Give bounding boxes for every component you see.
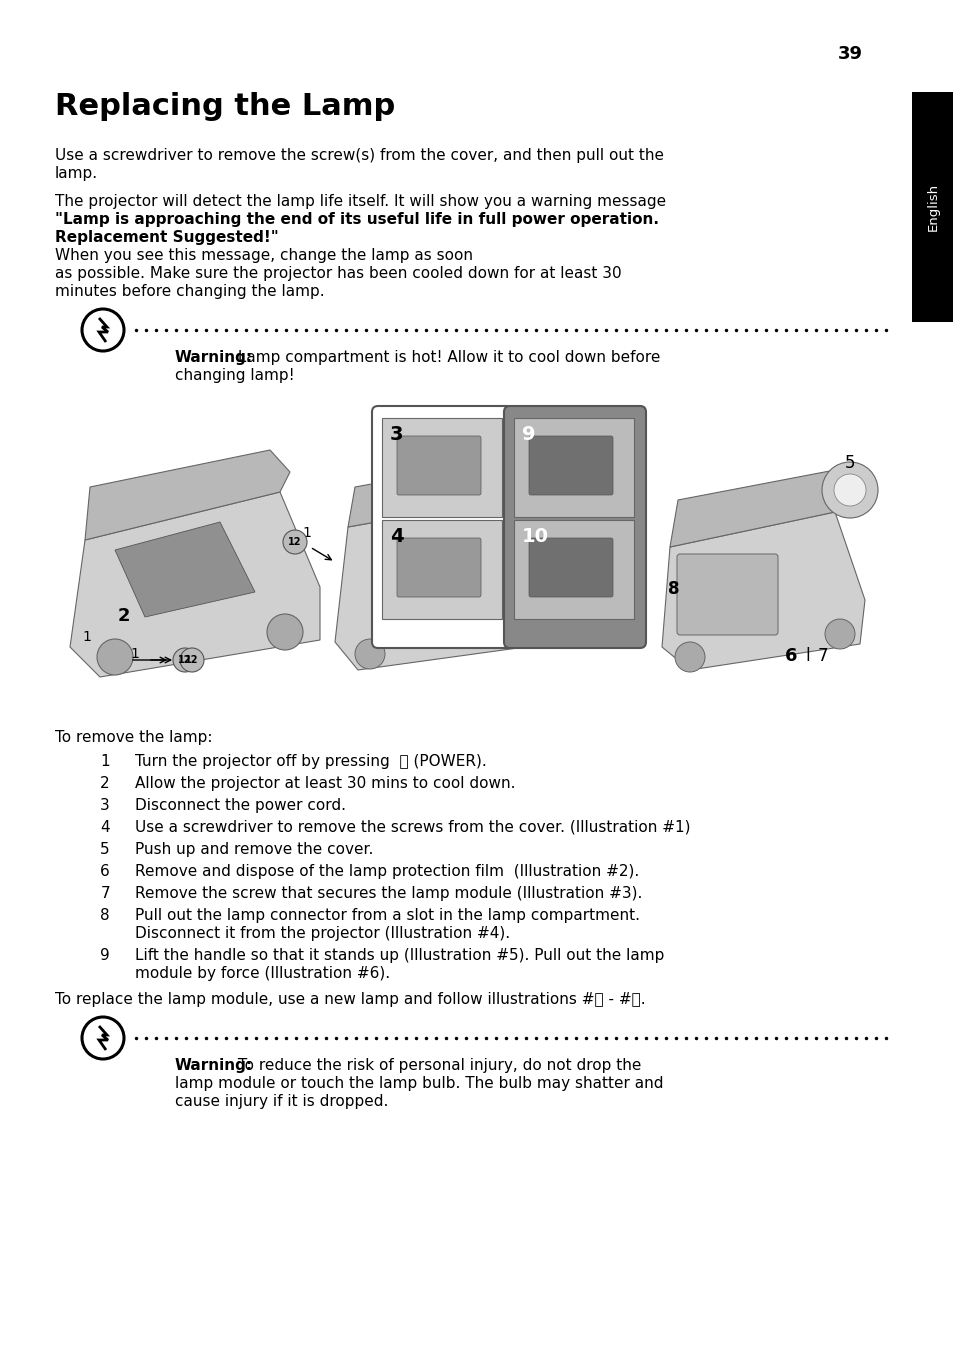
Text: 7: 7 [817,648,827,665]
Text: 3: 3 [100,798,110,813]
Circle shape [267,615,303,650]
Polygon shape [70,491,319,678]
Text: To replace the lamp module, use a new lamp and follow illustrations #ⓦ - #⑫.: To replace the lamp module, use a new la… [55,993,645,1008]
Polygon shape [348,460,510,527]
Circle shape [833,474,865,507]
Polygon shape [115,522,254,617]
Text: 3: 3 [390,424,403,444]
FancyBboxPatch shape [372,407,514,648]
Text: 2: 2 [100,776,110,791]
Circle shape [283,530,307,554]
Polygon shape [661,512,864,669]
Text: Use a screwdriver to remove the screws from the cover. (Illustration #1): Use a screwdriver to remove the screws f… [135,820,690,835]
Text: Disconnect it from the projector (Illustration #4).: Disconnect it from the projector (Illust… [135,925,510,941]
Text: 10: 10 [521,527,548,546]
Text: 6: 6 [100,864,110,879]
Text: Use a screwdriver to remove the screw(s) from the cover, and then pull out the: Use a screwdriver to remove the screw(s)… [55,148,663,163]
Text: English: English [925,183,939,231]
FancyBboxPatch shape [677,554,778,635]
Text: l: l [804,648,809,665]
Text: changing lamp!: changing lamp! [174,368,294,383]
Text: 9: 9 [100,947,110,962]
Text: "Lamp is approaching the end of its useful life in full power operation.: "Lamp is approaching the end of its usef… [55,212,659,227]
Text: Replacing the Lamp: Replacing the Lamp [55,92,395,120]
Text: Turn the projector off by pressing  ⏻ (POWER).: Turn the projector off by pressing ⏻ (PO… [135,754,486,769]
Circle shape [495,615,524,645]
Text: 39: 39 [837,45,862,63]
Text: 12: 12 [178,654,192,665]
Text: Remove the screw that secures the lamp module (Illustration #3).: Remove the screw that secures the lamp m… [135,886,641,901]
Text: cause injury if it is dropped.: cause injury if it is dropped. [174,1094,388,1109]
Text: Lamp compartment is hot! Allow it to cool down before: Lamp compartment is hot! Allow it to coo… [233,350,659,366]
Circle shape [675,642,704,672]
Text: 7: 7 [100,886,110,901]
FancyBboxPatch shape [529,435,613,496]
Text: lamp module or touch the lamp bulb. The bulb may shatter and: lamp module or touch the lamp bulb. The … [174,1076,662,1091]
Text: Pull out the lamp connector from a slot in the lamp compartment.: Pull out the lamp connector from a slot … [135,908,639,923]
Polygon shape [85,450,290,539]
Circle shape [180,648,204,672]
FancyBboxPatch shape [396,538,480,597]
Text: To reduce the risk of personal injury, do not drop the: To reduce the risk of personal injury, d… [233,1058,640,1073]
FancyBboxPatch shape [381,418,501,517]
Text: 4: 4 [100,820,110,835]
Text: Replacement Suggested!": Replacement Suggested!" [55,230,278,245]
Text: 12: 12 [288,537,301,548]
Text: Allow the projector at least 30 mins to cool down.: Allow the projector at least 30 mins to … [135,776,515,791]
Text: 1: 1 [82,630,91,643]
Circle shape [97,639,132,675]
FancyBboxPatch shape [396,435,480,496]
Text: lamp.: lamp. [55,166,98,181]
Text: 1: 1 [130,648,139,661]
FancyBboxPatch shape [503,407,645,648]
Text: Disconnect the power cord.: Disconnect the power cord. [135,798,346,813]
Text: minutes before changing the lamp.: minutes before changing the lamp. [55,283,324,298]
Text: Remove and dispose of the lamp protection film  (Illustration #2).: Remove and dispose of the lamp protectio… [135,864,639,879]
Text: 8: 8 [667,580,679,598]
Text: 12: 12 [185,654,198,665]
Circle shape [172,648,196,672]
FancyBboxPatch shape [381,520,501,619]
Text: Warning:: Warning: [174,1058,253,1073]
Text: 6: 6 [784,648,797,665]
Text: Lift the handle so that it stands up (Illustration #5). Pull out the lamp: Lift the handle so that it stands up (Il… [135,947,663,962]
Polygon shape [335,500,532,669]
Text: 1: 1 [302,526,311,539]
FancyBboxPatch shape [911,92,953,322]
Text: module by force (Illustration #6).: module by force (Illustration #6). [135,967,390,982]
Circle shape [355,639,385,669]
FancyBboxPatch shape [514,418,634,517]
Text: 8: 8 [100,908,110,923]
Polygon shape [669,470,844,548]
Text: as possible. Make sure the projector has been cooled down for at least 30: as possible. Make sure the projector has… [55,266,621,281]
FancyBboxPatch shape [529,538,613,597]
Text: To remove the lamp:: To remove the lamp: [55,730,213,745]
Text: 5: 5 [844,455,855,472]
Text: 5: 5 [100,842,110,857]
Text: Warning:: Warning: [174,350,253,366]
Text: 2: 2 [118,606,131,626]
Text: 9: 9 [521,424,535,444]
Text: 4: 4 [390,527,403,546]
Text: Push up and remove the cover.: Push up and remove the cover. [135,842,373,857]
Text: When you see this message, change the lamp as soon: When you see this message, change the la… [55,248,473,263]
Circle shape [821,461,877,517]
FancyBboxPatch shape [514,520,634,619]
Text: 1: 1 [100,754,110,769]
Circle shape [824,619,854,649]
Text: The projector will detect the lamp life itself. It will show you a warning messa: The projector will detect the lamp life … [55,194,665,209]
